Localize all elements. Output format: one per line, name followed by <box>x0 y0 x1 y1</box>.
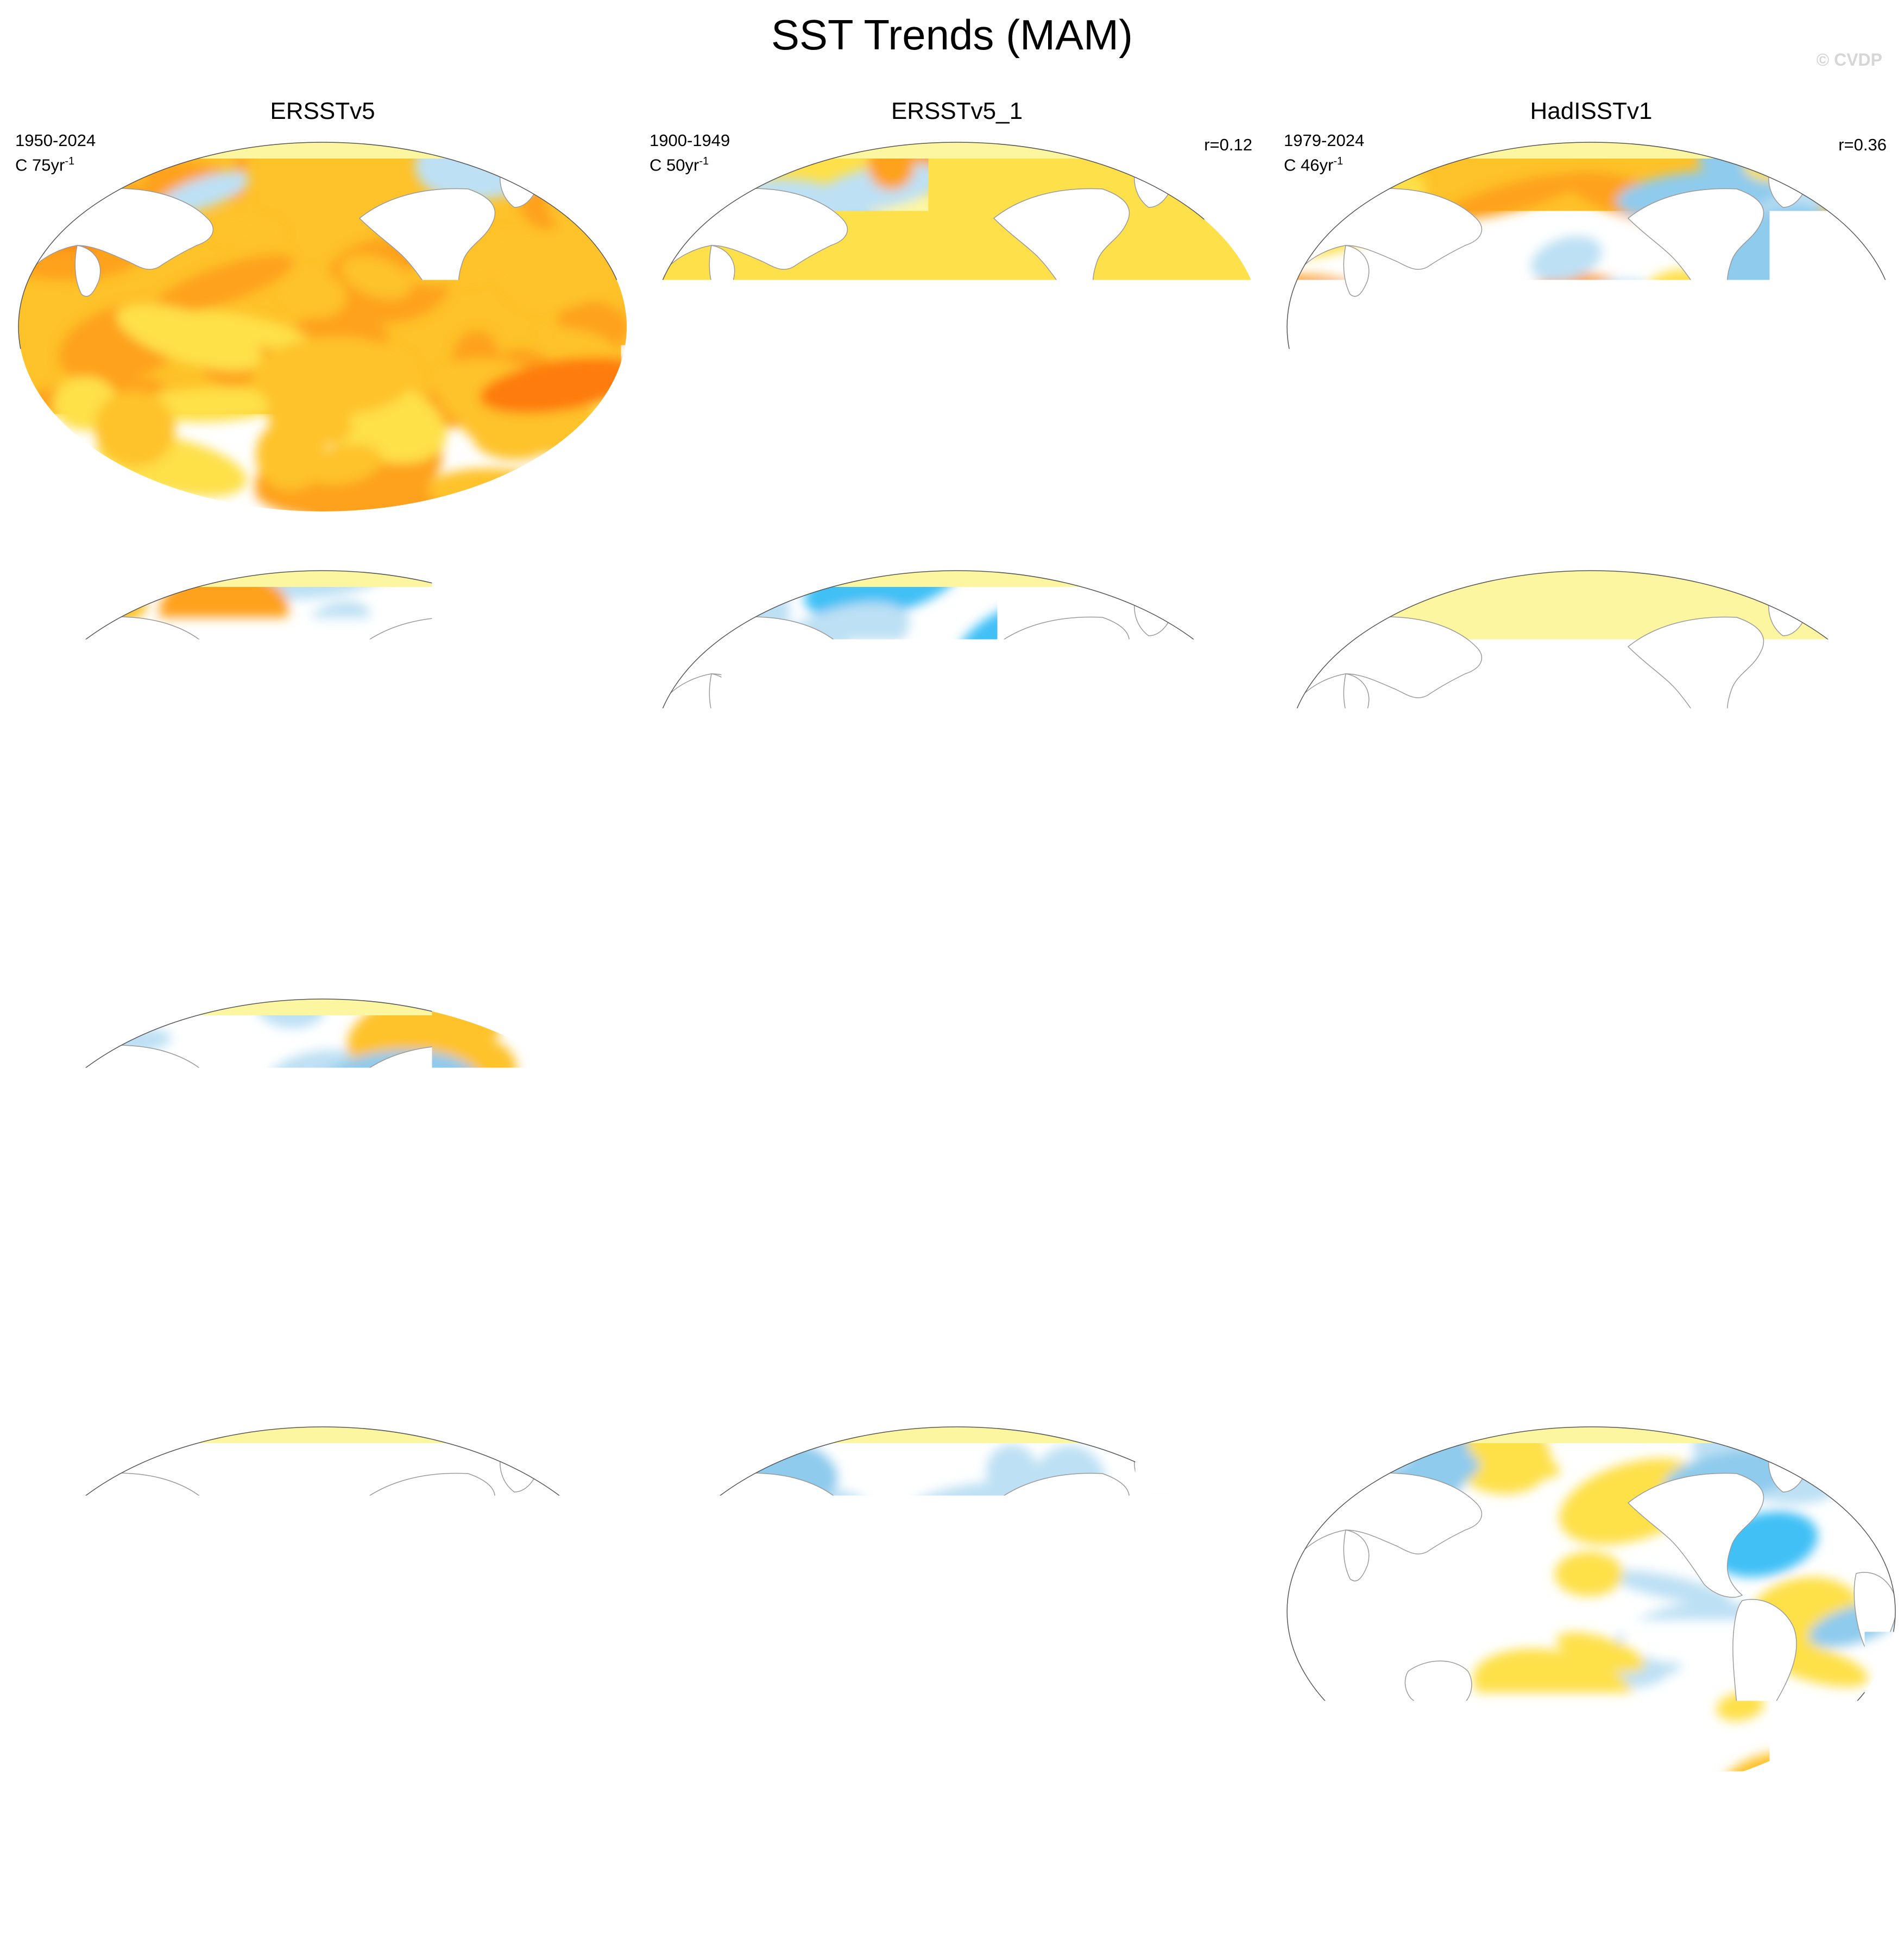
arctic-region <box>646 565 1268 587</box>
colorbar-tick-label: 4 <box>1342 1907 1360 1945</box>
colorbar-swatch <box>955 1866 1022 1898</box>
map-panel: CESM2 piControl B 901-990 C 90yr-1 r=0.09 <box>640 1380 1274 1815</box>
trend-contour-patch <box>1135 476 1268 517</box>
colorbar-swatch <box>1219 1866 1285 1898</box>
arctic-region <box>1281 565 1902 587</box>
trend-contour-patch <box>672 1421 767 1470</box>
panel-title: ERSSTv5_1 <box>640 96 1274 127</box>
arctic-region <box>646 137 1268 159</box>
colorbar-swatch <box>1087 1866 1153 1898</box>
sst-trend-map <box>646 137 1268 517</box>
colorbar-swatch <box>1417 1866 1484 1898</box>
colorbar-swatch <box>823 1866 890 1898</box>
trend-contour-patch <box>1208 994 1268 1062</box>
map-panel: CESM2 piControl A 801-890 C 90yr-1 r=0.10 <box>1274 1380 1904 1815</box>
panel-title: ERSSTv5 <box>5 96 640 127</box>
sst-trend-map <box>1281 565 1902 945</box>
trend-contour-patch <box>12 565 103 606</box>
colorbar-swatch <box>1549 1866 1616 1898</box>
trend-contour-patch <box>646 591 729 647</box>
trend-contour-patch <box>483 1501 584 1544</box>
arctic-region <box>12 994 633 1015</box>
trend-contour-patch <box>1744 151 1800 182</box>
trend-contour-patch <box>1150 147 1262 188</box>
map-panel: CESM3 BLT1850 166 275-364 275-364 C 90yr-1… <box>1274 524 1904 958</box>
panel-title: CESM3 BLT1850 188 <box>5 524 640 555</box>
trend-contour-patch <box>661 167 713 226</box>
colorbar-swatch <box>1022 1866 1088 1898</box>
map-panel: CESM3 BLT1850 184 1-72 C 72yr-1 r=0.01 <box>640 524 1274 958</box>
colorbar-tick-label: -2 <box>676 1907 706 1945</box>
panel-title: CESM3 BLT1850 166 5-94 <box>1274 952 1904 984</box>
trend-contour-patch <box>1184 137 1244 182</box>
sst-trend-map <box>646 1421 1268 1801</box>
arctic-region <box>1281 137 1902 159</box>
arctic-region <box>646 1421 1268 1443</box>
colorbar-tick-label: 6 <box>1474 1907 1492 1945</box>
arctic-region <box>1281 1421 1902 1443</box>
cvdp-watermark: © CVDP <box>1817 50 1882 70</box>
trend-contour-patch <box>1787 137 1902 203</box>
figure-title: SST Trends (MAM) <box>0 8 1904 62</box>
trend-contour-patch <box>551 441 618 503</box>
colorbar-swatch <box>626 1866 692 1898</box>
arctic-region <box>646 994 1268 1015</box>
arctic-region <box>1281 994 1902 1015</box>
map-panel: CESM3 BLT1850 166 95-184 95-184 C 90yr-1 r=… <box>640 952 1274 1387</box>
colorbar-swatch <box>559 1866 626 1898</box>
colorbar-tick-label: -6 <box>412 1907 442 1945</box>
colorbar-swatch <box>1153 1866 1220 1898</box>
arctic-region <box>12 1421 633 1443</box>
sst-trend-map <box>646 565 1268 945</box>
map-panel: ERSSTv5_1 1900-1949 C 50yr-1 r=0.12 <box>640 96 1274 530</box>
panel-title: CESM3 BLT1850 166 95-184 <box>640 952 1274 984</box>
colorbar-tick-label: 0 <box>946 1907 964 1945</box>
arctic-region <box>12 565 633 587</box>
colorbar-tick-label: -0.5 <box>795 1907 853 1945</box>
trend-contour-patch <box>646 137 722 208</box>
map-panel: HadISSTv1 1979-2024 C 46yr-1 r=0.36 <box>1274 96 1904 530</box>
colorbar-swatch <box>1483 1866 1549 1898</box>
map-panel: CESM2 piControl C 1001-1090 C 90yr-1 r=0.12 <box>5 1380 640 1815</box>
sst-trend-map <box>1281 137 1902 517</box>
panel-title: HadISSTv1 <box>1274 96 1904 127</box>
sst-trend-map <box>646 994 1268 1374</box>
map-panel: CESM3 BLT1850 166 5-94 5-94 C 90yr-1 r=0.26 <box>1274 952 1904 1387</box>
panel-title: CESM2 piControl B <box>640 1380 1274 1412</box>
sst-trend-map <box>1281 994 1902 1374</box>
colorbar-swatch <box>494 1866 560 1898</box>
colorbar-swatch <box>427 1866 494 1898</box>
sst-trend-map <box>12 994 633 1374</box>
map-panel: CESM3 BLT1850 188 7-96 C 90yr-1 r=-0.01 <box>5 524 640 958</box>
colorbar-swatch <box>691 1866 758 1898</box>
map-panel: ERSSTv5 1950-2024 C 75yr-1 <box>5 96 640 530</box>
colorbar-swatch <box>758 1866 824 1898</box>
colorbar-swatch <box>1351 1866 1417 1898</box>
trend-contour-patch <box>1281 883 1387 945</box>
colorbar-swatch <box>890 1866 956 1898</box>
sst-trend-map <box>1281 1421 1902 1801</box>
sst-trend-map <box>12 565 633 945</box>
colorbar-swatch <box>295 1866 362 1898</box>
colorbar-tick-label: -4 <box>544 1907 574 1945</box>
trend-contour-patch <box>52 137 136 179</box>
arctic-region <box>12 137 633 159</box>
colorbar-tick-label: 2 <box>1210 1907 1228 1945</box>
colorbar-tick-label: 0.5 <box>1064 1907 1111 1945</box>
panel-title: CESM2 piControl A <box>1274 1380 1904 1412</box>
colorbar-swatch <box>362 1866 428 1898</box>
trend-contour-patch <box>1836 1421 1902 1484</box>
trend-contour-patch <box>1149 994 1265 1042</box>
panel-title: CESM3 BLT1850 166 275-364 <box>1274 524 1904 555</box>
trend-contour-patch <box>1281 1008 1388 1046</box>
sst-trend-map <box>12 137 633 517</box>
sst-trend-map <box>12 1421 633 1801</box>
map-panel: CESM3 BLT1850 166 185-274 185-274 C 90yr-1… <box>5 952 640 1387</box>
panel-title: CESM3 BLT1850 184 <box>640 524 1274 555</box>
panel-title: CESM3 BLT1850 166 185-274 <box>5 952 640 984</box>
panel-title: CESM2 piControl C <box>5 1380 640 1412</box>
colorbar-swatch <box>1285 1866 1352 1898</box>
